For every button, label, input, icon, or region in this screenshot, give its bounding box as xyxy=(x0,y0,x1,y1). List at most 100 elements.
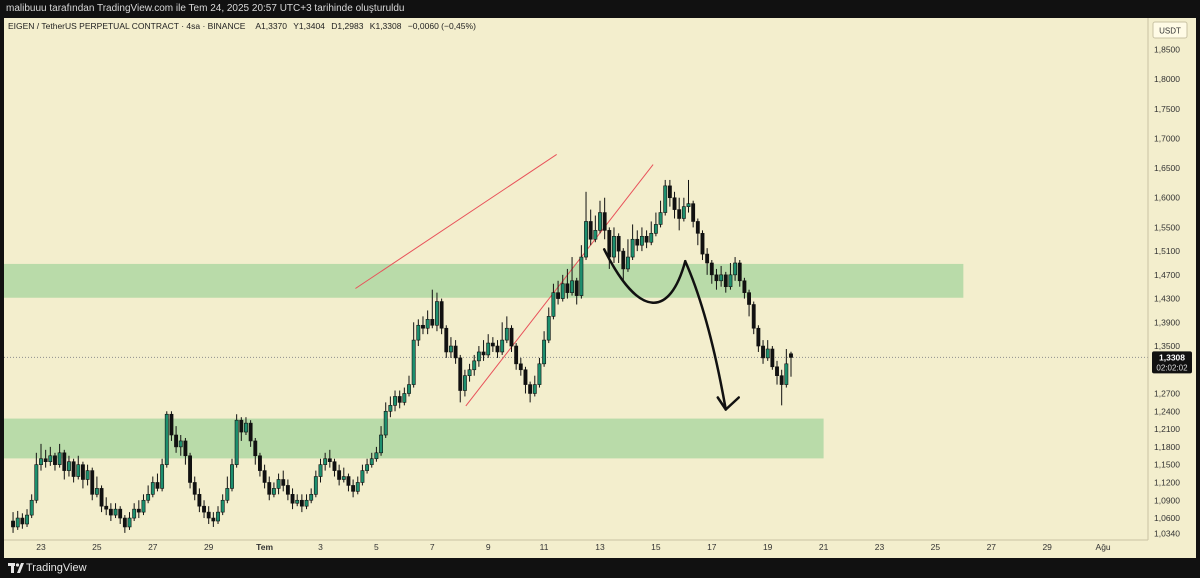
candle xyxy=(756,325,761,352)
x-tick-label: 27 xyxy=(987,542,997,552)
candle xyxy=(94,476,99,498)
candle xyxy=(421,316,425,335)
candle xyxy=(626,239,630,272)
x-tick-label: 11 xyxy=(540,542,549,552)
candle xyxy=(29,494,34,519)
candle xyxy=(11,512,15,533)
y-tick-label: 1,6500 xyxy=(1154,163,1180,173)
x-tick-label: 15 xyxy=(651,542,661,552)
candle xyxy=(71,458,76,483)
candle xyxy=(691,200,696,228)
arrow-drawing xyxy=(683,259,728,411)
x-tick-label: 19 xyxy=(763,542,773,552)
candle xyxy=(360,464,365,486)
candle xyxy=(53,452,57,471)
candle xyxy=(365,458,370,474)
candle xyxy=(85,464,90,486)
candle xyxy=(714,268,719,290)
time-axis[interactable]: 23 25 27 29 Tem 3 5 7 9 11 13 15 17 19 21 23 25 27 29 Ağu xyxy=(4,539,1148,552)
candle xyxy=(570,257,574,296)
x-tick-label: Ağu xyxy=(1096,542,1111,552)
candle xyxy=(160,458,165,492)
candle xyxy=(779,369,784,406)
x-tick-label: 7 xyxy=(430,542,435,552)
legend-close: 1,3308 xyxy=(375,21,401,31)
candle xyxy=(775,360,779,385)
candle xyxy=(155,473,160,492)
candle xyxy=(146,485,151,504)
x-tick-label: 29 xyxy=(204,542,214,552)
candle xyxy=(509,325,514,352)
y-tick-label: 1,0340 xyxy=(1154,528,1180,538)
candle xyxy=(574,277,579,305)
candle xyxy=(206,506,211,524)
candle xyxy=(770,346,775,370)
candle xyxy=(202,500,206,519)
candle xyxy=(639,227,644,252)
y-tick-label: 1,0600 xyxy=(1154,513,1180,523)
x-tick-label: Tem xyxy=(256,542,273,552)
candle xyxy=(67,455,71,477)
candle xyxy=(318,458,323,483)
candlestick-chart[interactable]: EIGEN / TetherUS PERPETUAL CONTRACT · 4s… xyxy=(4,18,1196,558)
candle xyxy=(262,464,267,489)
candle xyxy=(76,455,81,480)
candle xyxy=(192,476,197,501)
candle xyxy=(369,452,374,468)
x-tick-label: 21 xyxy=(819,542,829,552)
price-axis[interactable]: USDT 1,8500 1,8000 1,7500 1,7000 1,6500 1,600… xyxy=(1147,18,1192,540)
candle xyxy=(39,443,43,471)
chart-area[interactable]: EIGEN / TetherUS PERPETUAL CONTRACT · 4s… xyxy=(4,18,1196,558)
y-tick-label: 1,4300 xyxy=(1154,294,1180,304)
legend-high-label: Y xyxy=(293,21,299,31)
candle xyxy=(672,191,677,219)
candle xyxy=(514,343,519,370)
candle xyxy=(719,265,724,287)
candle xyxy=(537,357,542,388)
candle xyxy=(621,248,626,281)
footer-brand: TradingView xyxy=(26,562,87,574)
candle xyxy=(658,200,663,228)
candle xyxy=(290,488,295,510)
legend-open-label: A xyxy=(255,21,261,31)
candle xyxy=(495,340,500,358)
candle xyxy=(733,257,738,281)
candle xyxy=(667,179,672,207)
attribution-text: malibuuu tarafından TradingView.com ile … xyxy=(6,3,405,14)
candle xyxy=(663,179,668,216)
x-tick-label: 5 xyxy=(374,542,379,552)
candle xyxy=(25,509,29,527)
candle xyxy=(747,289,751,317)
x-tick-label: 3 xyxy=(318,542,323,552)
y-tick-label: 1,3500 xyxy=(1154,341,1180,351)
candle xyxy=(602,197,607,240)
candle xyxy=(34,452,39,504)
currency-badge[interactable] xyxy=(1152,21,1188,39)
candle xyxy=(425,310,430,335)
arrow-head-icon xyxy=(716,396,741,411)
candle xyxy=(449,337,453,358)
candle xyxy=(327,449,332,468)
candle xyxy=(476,346,481,367)
y-tick-label: 1,8500 xyxy=(1154,44,1180,54)
candle xyxy=(705,248,710,275)
candle xyxy=(57,443,62,468)
candle xyxy=(164,411,169,468)
x-tick-label: 23 xyxy=(36,542,46,552)
candle xyxy=(267,476,272,501)
candle xyxy=(248,420,253,447)
candle xyxy=(244,417,248,436)
candle xyxy=(737,260,742,287)
candle xyxy=(467,363,472,382)
zone-1 xyxy=(4,418,824,459)
candle xyxy=(253,437,258,465)
candle xyxy=(355,476,360,495)
candle xyxy=(439,298,444,335)
candle xyxy=(556,280,561,305)
candle xyxy=(681,197,686,222)
candle xyxy=(789,351,793,377)
trendlines xyxy=(355,154,654,407)
candle xyxy=(481,340,486,361)
candle xyxy=(500,322,505,355)
